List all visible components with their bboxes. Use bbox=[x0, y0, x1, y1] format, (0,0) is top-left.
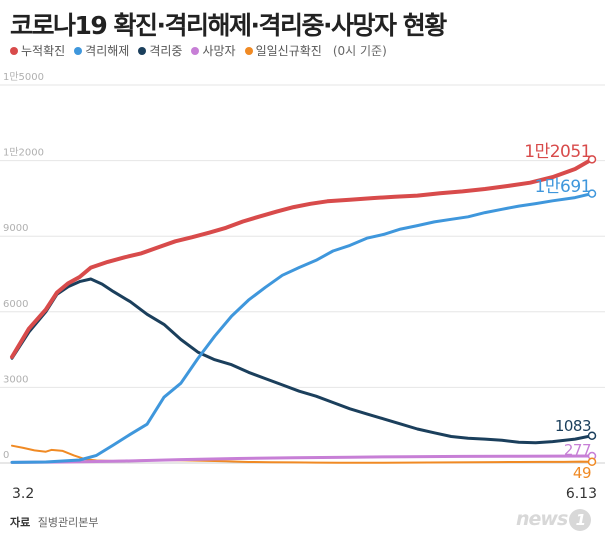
legend-dot-daily bbox=[244, 46, 253, 55]
legend-label-released: 격리해제 bbox=[85, 44, 130, 58]
legend-item-isolated: 격리중 bbox=[138, 42, 182, 59]
logo-text: news bbox=[516, 508, 568, 530]
grid-layer: 0 3000 6000 9000 1만2000 1만5000 bbox=[0, 71, 605, 464]
series-line-4 bbox=[11, 444, 593, 464]
source-label: 자료 bbox=[10, 516, 31, 529]
legend-item-cumulative: 누적확진 bbox=[10, 42, 65, 59]
chart-legend: 누적확진 격리해제 격리중 사망자 일일신규확진 (0시 기준) bbox=[10, 42, 387, 59]
legend-label-isolated: 격리중 bbox=[149, 44, 183, 58]
legend-dot-released bbox=[74, 46, 83, 55]
series-line-0 bbox=[10, 157, 594, 359]
source-value: 질병관리본부 bbox=[37, 516, 99, 529]
legend-item-released: 격리해제 bbox=[74, 42, 129, 59]
series-end-label-4: 49 bbox=[573, 464, 591, 482]
news1-logo: news 1 bbox=[516, 508, 592, 531]
y-tick-label: 1만5000 bbox=[3, 71, 44, 83]
line-chart: 0 3000 6000 9000 1만2000 1만5000 3.2 6.13 1만2051 1… bbox=[0, 71, 605, 502]
series-end-marker-1 bbox=[587, 189, 597, 198]
legend-dot-isolated bbox=[138, 46, 147, 55]
x-tick-label-start: 3.2 bbox=[12, 486, 34, 502]
legend-item-daily: 일일신규확진 bbox=[244, 42, 322, 59]
legend-note: (0시 기준) bbox=[332, 44, 387, 58]
legend-item-deaths: 사망자 bbox=[191, 42, 236, 59]
chart-title: 코로나19 확진·격리해제·격리중·사망자 현황 bbox=[10, 11, 447, 40]
y-tick-label: 9000 bbox=[3, 223, 28, 234]
series-end-label-2: 1083 bbox=[555, 417, 591, 435]
label-layer: 3.2 6.13 1만2051 1만691 1083 277 49 bbox=[12, 142, 597, 502]
y-tick-label: 0 bbox=[3, 450, 9, 461]
series-end-label-0: 1만2051 bbox=[524, 142, 591, 162]
source-note: 자료 질병관리본부 bbox=[10, 514, 98, 530]
legend-label-deaths: 사망자 bbox=[202, 44, 236, 58]
series-line-3 bbox=[10, 454, 594, 464]
legend-dot-deaths bbox=[191, 46, 200, 55]
legend-label-daily: 일일신규확진 bbox=[255, 44, 322, 58]
series-end-marker-2 bbox=[587, 431, 597, 440]
series-end-label-3: 277 bbox=[564, 441, 591, 459]
y-tick-label: 1만2000 bbox=[3, 147, 44, 159]
series-end-marker-4 bbox=[587, 457, 597, 467]
series-end-marker-0 bbox=[587, 155, 597, 164]
series-line-1 bbox=[10, 192, 594, 464]
y-tick-label: 6000 bbox=[3, 299, 28, 310]
series-end-label-1: 1만691 bbox=[535, 177, 591, 197]
legend-label-cumulative: 누적확진 bbox=[21, 44, 66, 58]
series-layer bbox=[10, 157, 594, 464]
y-tick-label: 3000 bbox=[3, 374, 28, 385]
legend-dot-cumulative bbox=[10, 46, 18, 55]
x-tick-label-end: 6.13 bbox=[566, 486, 597, 502]
series-line-2 bbox=[10, 277, 594, 445]
logo-mark: 1 bbox=[569, 509, 592, 531]
